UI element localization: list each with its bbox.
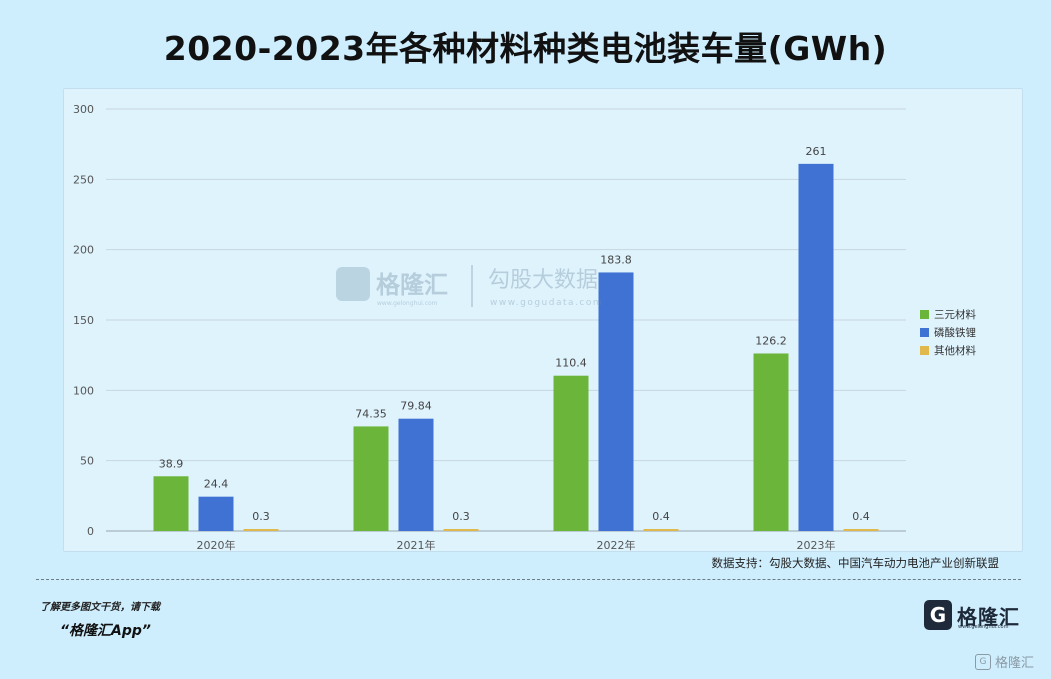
legend-label-other: 其他材料 (934, 344, 976, 357)
data-label: 110.4 (555, 357, 587, 370)
bar (843, 529, 879, 531)
gelonghui-logo-icon: G (924, 600, 952, 630)
data-label: 183.8 (600, 253, 632, 266)
bar (798, 163, 834, 532)
corner-watermark: G 格隆汇 (975, 652, 1034, 671)
y-tick-label: 100 (73, 384, 94, 397)
x-tick-label: 2023年 (797, 538, 836, 551)
bar (443, 529, 479, 531)
y-tick-label: 300 (73, 103, 94, 116)
data-label: 0.4 (852, 510, 870, 523)
data-label: 79.84 (400, 400, 432, 413)
brand-name: 格隆汇 (957, 604, 1020, 629)
y-tick-label: 150 (73, 314, 94, 327)
data-label: 261 (806, 145, 827, 158)
data-label: 0.4 (652, 510, 670, 523)
data-label: 24.4 (204, 478, 229, 491)
bar (553, 375, 589, 531)
data-label: 38.9 (159, 457, 184, 470)
corner-logo-icon: G (975, 653, 991, 670)
bar (153, 476, 189, 531)
data-label: 74.35 (355, 407, 387, 420)
y-tick-label: 250 (73, 173, 94, 186)
y-tick-label: 200 (73, 244, 94, 257)
bar (198, 496, 234, 531)
legend-item-ternary: 三元材料 (920, 305, 976, 323)
bar (243, 529, 279, 531)
chart-legend: 三元材料 磷酸铁锂 其他材料 (920, 305, 976, 359)
watermark-brand2-url: www.gogudata.com (490, 298, 603, 308)
corner-brand-name: 格隆汇 (995, 656, 1035, 671)
bar (398, 418, 434, 531)
legend-label-ternary: 三元材料 (934, 308, 976, 321)
data-source: 数据支持：勾股大数据、中国汽车动力电池产业创新联盟 (711, 556, 1000, 570)
chart-title: 2020-2023年各种材料种类电池装车量(GWh) (163, 29, 888, 68)
watermark-brand1: 格隆汇 (376, 271, 448, 299)
brand-url: www.gelonghui.com (958, 624, 1009, 630)
data-label: 0.3 (252, 510, 270, 523)
y-tick-label: 50 (80, 455, 94, 468)
x-tick-label: 2021年 (397, 538, 436, 551)
legend-swatch-ternary (920, 309, 929, 319)
watermark-brand1-url: www.gelonghui.com (377, 300, 438, 307)
data-label: 0.3 (452, 510, 470, 523)
bar (598, 272, 634, 531)
bar (643, 529, 679, 531)
legend-label-lfp: 磷酸铁锂 (934, 326, 976, 339)
watermark-brand2: 勾股大数据 (488, 268, 598, 293)
chart-panel: 0 50 100 150 200 250 300 38.9 24.4 0.3 2020年 74.35 7… (63, 88, 1023, 552)
app-name: “格隆汇App” (60, 623, 151, 639)
data-label: 126.2 (755, 334, 787, 347)
bar-chart: 0 50 100 150 200 250 300 38.9 24.4 0.3 2020年 74.35 7… (73, 103, 906, 551)
legend-item-lfp: 磷酸铁锂 (920, 323, 976, 341)
x-tick-label: 2020年 (197, 538, 236, 551)
legend-swatch-lfp (920, 327, 929, 337)
bar (353, 426, 389, 531)
watermark-logo-icon (336, 267, 370, 301)
y-tick-label: 0 (87, 525, 94, 538)
x-tick-label: 2022年 (597, 538, 636, 551)
legend-swatch-other (920, 345, 929, 355)
brand-logo: G 格隆汇 (924, 600, 1020, 630)
download-prompt: 了解更多图文干货，请下载 (40, 602, 160, 613)
bar (753, 353, 789, 531)
legend-item-other: 其他材料 (920, 341, 976, 359)
footer-divider (36, 579, 1021, 580)
